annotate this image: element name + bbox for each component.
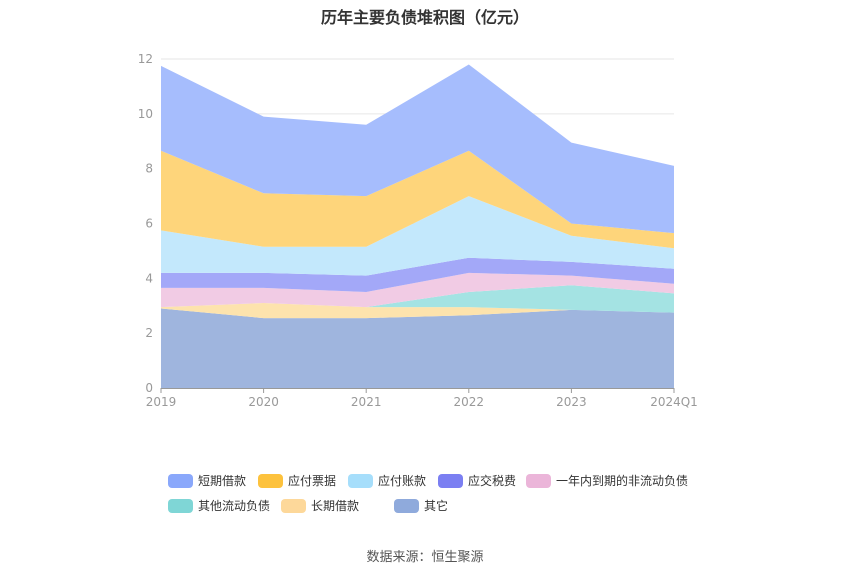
area-series-应交税费 [161, 257, 674, 292]
y-tick-label: 2 [145, 326, 153, 340]
legend-label: 长期借款 [311, 499, 360, 513]
x-tick-label: 2022 [454, 395, 485, 409]
legend-label: 应付账款 [378, 474, 427, 488]
legend-swatch [438, 473, 463, 488]
legend-swatch [258, 473, 283, 488]
legend-label: 应交税费 [468, 474, 517, 488]
legend-item[interactable]: 应付票据 [258, 472, 336, 489]
legend-swatch [394, 498, 419, 513]
legend-swatch [168, 473, 193, 488]
y-tick-label: 0 [145, 381, 153, 395]
x-tick-label: 2024Q1 [650, 395, 698, 409]
legend-label: 短期借款 [198, 474, 247, 488]
area-series-应付账款 [161, 196, 674, 276]
legend-swatch [348, 473, 373, 488]
y-tick-label: 10 [138, 107, 153, 121]
chart-title: 历年主要负债堆积图（亿元） [320, 8, 529, 27]
legend-swatch [281, 498, 306, 513]
source-note: 数据来源：恒生聚源 [366, 550, 484, 565]
x-tick-label: 2023 [556, 395, 587, 409]
legend-item[interactable]: 其它 [394, 497, 448, 514]
area-series-应付票据 [161, 150, 674, 249]
area-series-其它 [161, 308, 674, 388]
y-tick-label: 12 [138, 52, 153, 66]
y-tick-label: 8 [145, 162, 153, 176]
area-series-一年内到期的非流动负债 [161, 272, 674, 308]
legend-item[interactable]: 一年内到期的非流动负债 [526, 472, 688, 489]
x-tick-label: 2019 [146, 395, 177, 409]
area-series-其他流动负债 [161, 285, 674, 313]
legend-swatch [526, 473, 551, 488]
y-tick-label: 4 [145, 271, 153, 285]
area-series-短期借款 [161, 64, 674, 234]
legend-item[interactable]: 应交税费 [438, 472, 516, 489]
legend-item[interactable]: 其他流动负债 [168, 497, 270, 514]
legend-label: 一年内到期的非流动负债 [556, 474, 689, 488]
legend-item[interactable]: 短期借款 [168, 472, 246, 489]
legend-item[interactable]: 长期借款 [281, 497, 359, 514]
x-tick-label: 2020 [248, 395, 279, 409]
legend-label: 其他流动负债 [198, 499, 271, 513]
area-series-长期借款 [161, 303, 674, 319]
legend-item[interactable]: 应付账款 [348, 472, 426, 489]
legend-label: 应付票据 [288, 474, 337, 488]
y-tick-label: 6 [145, 217, 153, 231]
legend-swatch [168, 498, 193, 513]
x-tick-label: 2021 [351, 395, 382, 409]
legend-label: 其它 [424, 499, 449, 513]
